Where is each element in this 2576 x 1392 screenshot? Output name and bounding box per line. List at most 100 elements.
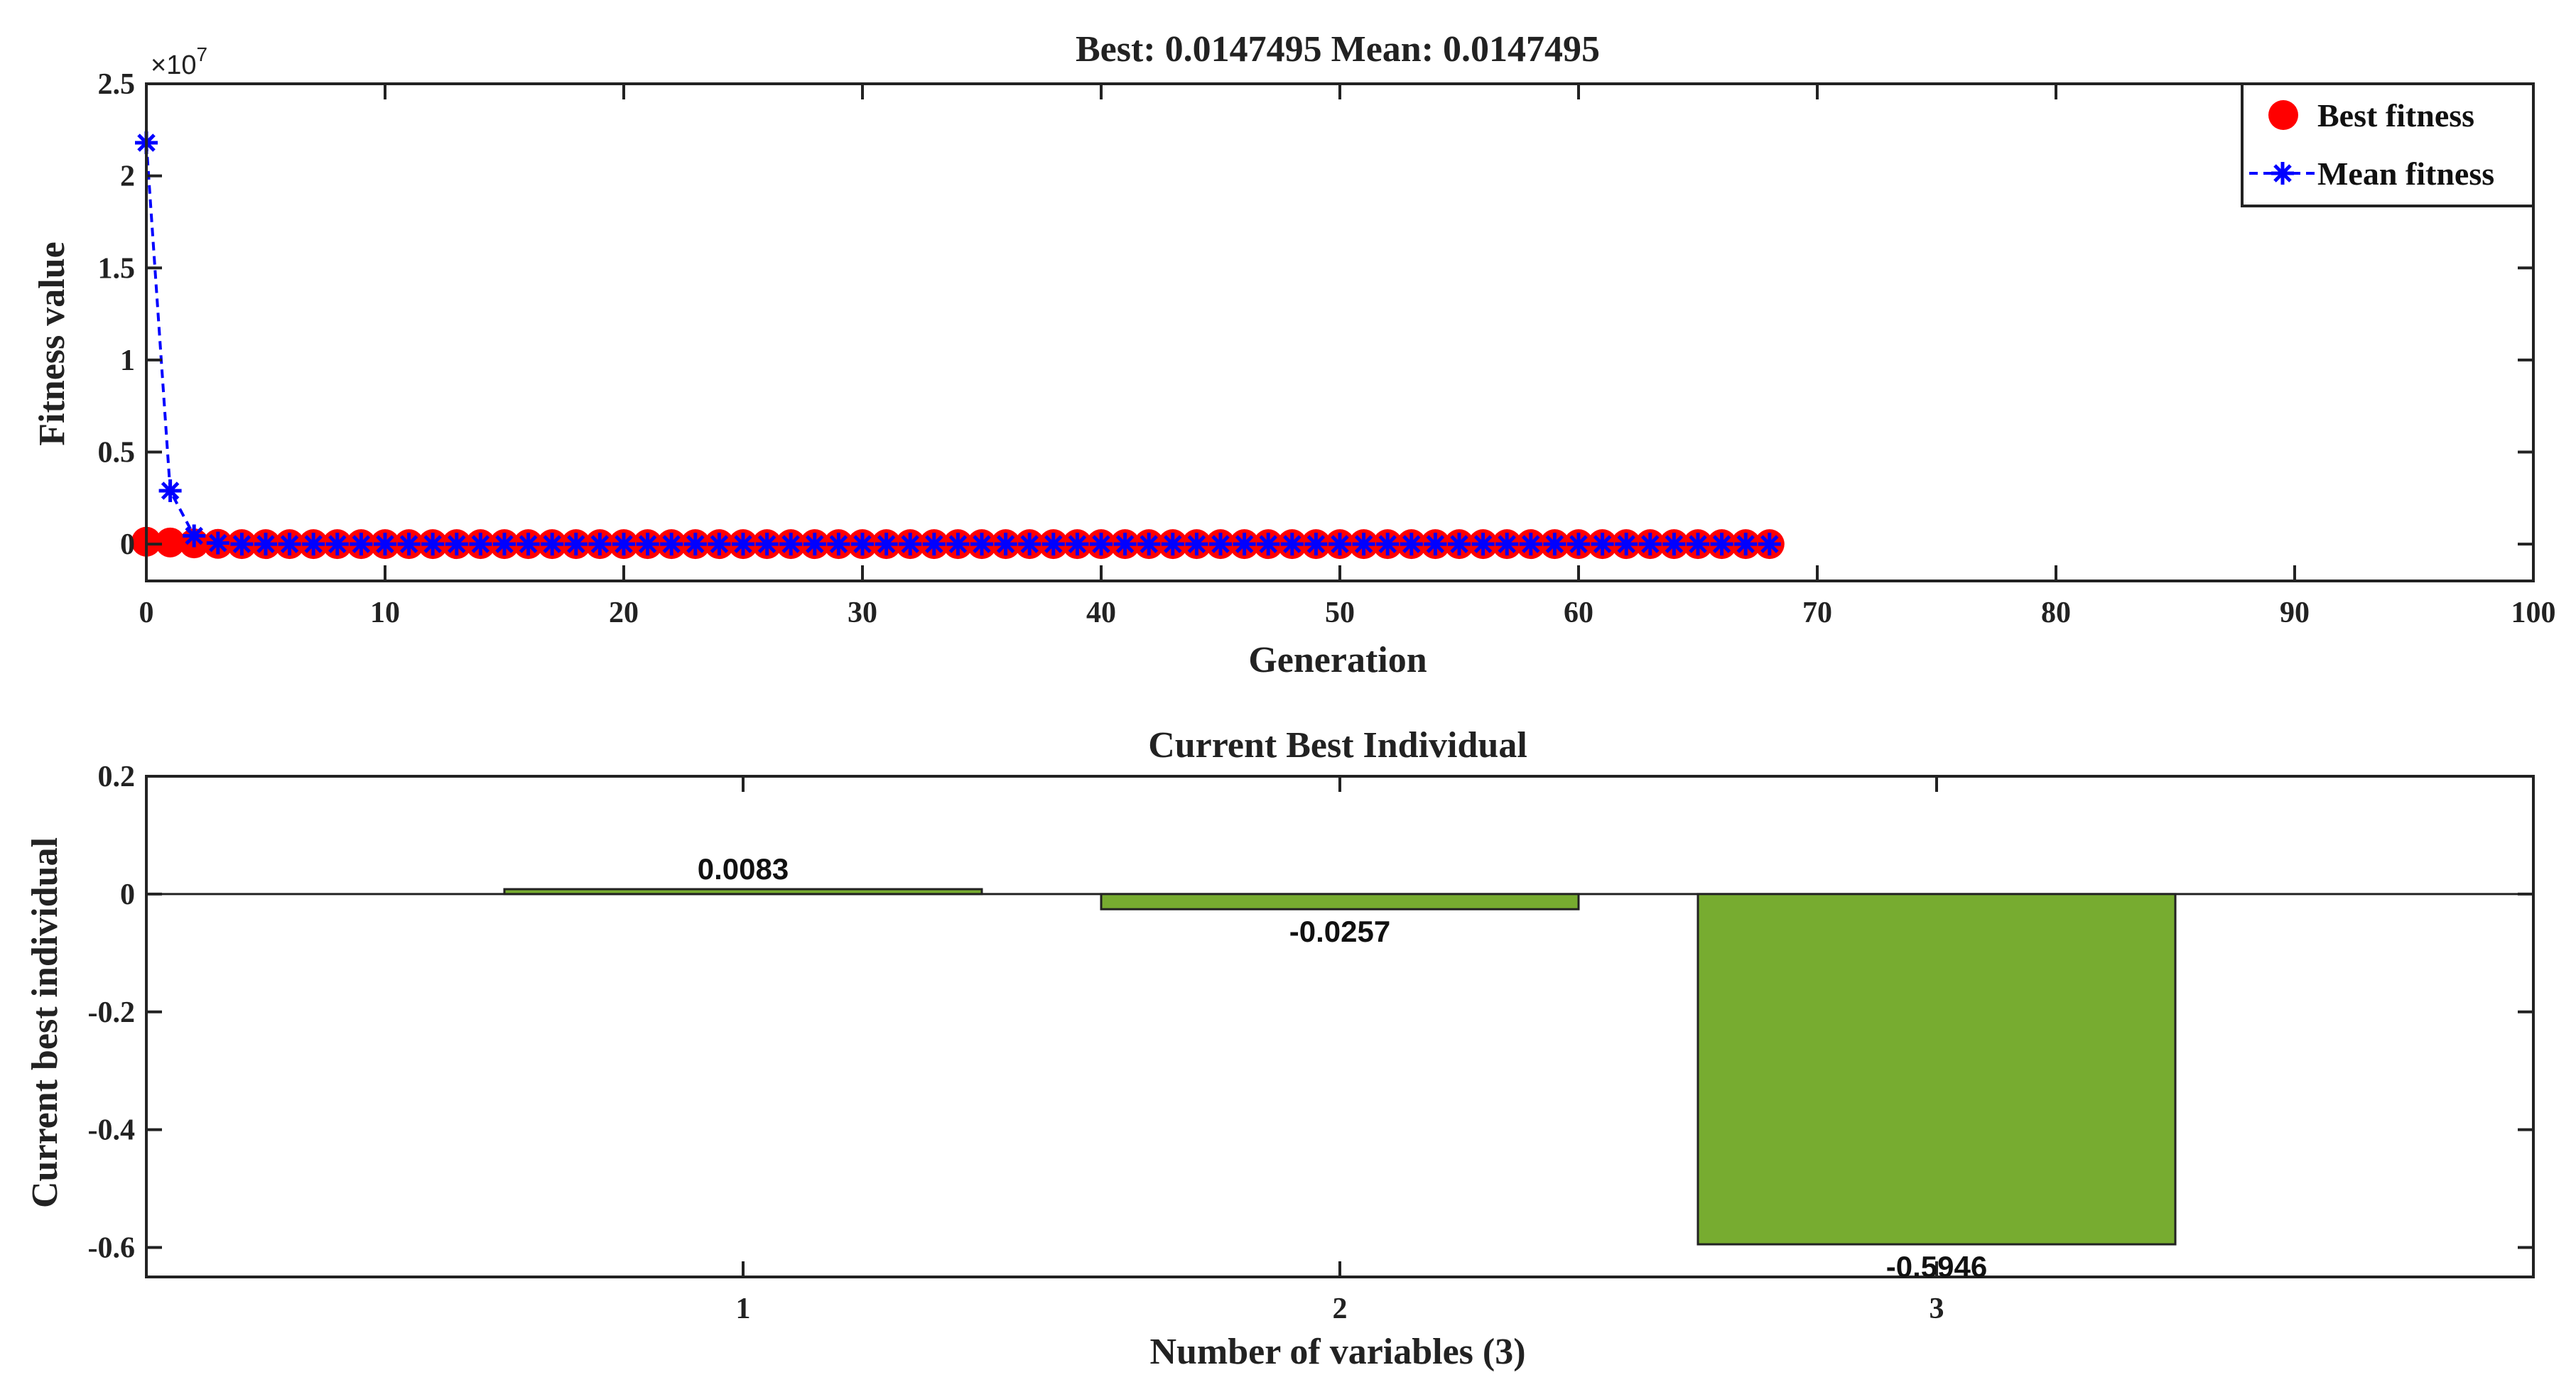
y-tick-label: 1 <box>120 344 135 377</box>
mean-fitness-point <box>1519 533 1542 556</box>
fitness-plot-y-ticks: 0 0.5 1 1.5 2 2.5 <box>98 68 2533 561</box>
mean-fitness-point <box>1328 533 1351 556</box>
bar-value-label: -0.5946 <box>1886 1250 1987 1283</box>
x-tick-label: 30 <box>848 597 877 629</box>
mean-fitness-point <box>1734 533 1758 556</box>
x-tick-label: 90 <box>2280 597 2310 629</box>
mean-fitness-point <box>612 533 635 556</box>
mean-fitness-point <box>708 533 731 556</box>
best-fitness-point <box>155 527 185 558</box>
mean-fitness-point <box>851 533 874 556</box>
legend-best-fitness-marker <box>2268 100 2298 130</box>
mean-fitness-point <box>493 533 516 556</box>
mean-fitness-point <box>516 533 540 556</box>
best-individual-y-ticks: 0.2 0 -0.2 -0.4 -0.6 <box>88 761 2533 1265</box>
y-tick-label: -0.2 <box>88 996 136 1029</box>
mean-fitness-point <box>1352 533 1375 556</box>
mean-fitness-point <box>1376 533 1400 556</box>
mean-fitness-point <box>779 533 803 556</box>
x-tick-label: 70 <box>1802 597 1832 629</box>
bar <box>503 888 983 896</box>
mean-fitness-point <box>588 533 612 556</box>
y-tick-label: 1.5 <box>98 252 136 285</box>
x-tick-label: 10 <box>370 597 400 629</box>
mean-fitness-point <box>1615 533 1638 556</box>
mean-fitness-point <box>1638 533 1662 556</box>
x-tick-label: 50 <box>1325 597 1355 629</box>
fitness-plot-x-ticks: 0 10 20 30 40 50 60 70 80 90 100 <box>139 84 2556 629</box>
mean-fitness-point <box>1448 533 1471 556</box>
mean-fitness-point <box>325 533 349 556</box>
fitness-plot: Best: 0.0147495 Mean: 0.0147495 0 10 20 30 4… <box>32 29 2556 680</box>
mean-fitness-point <box>1400 533 1423 556</box>
bar-value-label: -0.0257 <box>1289 915 1390 948</box>
fitness-plot-legend: Best fitness Mean fitness <box>2241 82 2535 207</box>
mean-fitness-point <box>1113 533 1137 556</box>
x-tick-label: 80 <box>2041 597 2071 629</box>
bar-value-label: 0.0083 <box>698 852 789 886</box>
mean-fitness-point <box>683 533 707 556</box>
best-individual-data-labels: 0.0083 -0.0257 -0.5946 <box>698 852 1987 1283</box>
mean-fitness-point <box>541 533 564 556</box>
best-individual-y-label: Current best individual <box>25 837 65 1208</box>
mean-fitness-point <box>922 533 946 556</box>
y-tick-label: 0 <box>120 879 135 911</box>
mean-fitness-point <box>1257 533 1280 556</box>
x-tick-label: 20 <box>609 597 639 629</box>
mean-fitness-point <box>1543 533 1566 556</box>
mean-fitness-point <box>660 533 683 556</box>
x-tick-label: 100 <box>2511 597 2556 629</box>
mean-fitness-point <box>1066 533 1089 556</box>
mean-fitness-point <box>350 533 373 556</box>
mean-fitness-point <box>254 533 277 556</box>
legend-mean-fitness-marker <box>2271 162 2294 185</box>
mean-fitness-point <box>1304 533 1328 556</box>
y-tick-label: 0.2 <box>98 761 136 793</box>
mean-fitness-point <box>1495 533 1519 556</box>
mean-fitness-line <box>145 142 1770 546</box>
mean-fitness-point <box>1471 533 1495 556</box>
mean-fitness-point <box>732 533 754 556</box>
x-tick-label: 2 <box>1333 1293 1348 1325</box>
mean-fitness-point <box>1137 533 1161 556</box>
mean-fitness-point <box>994 533 1017 556</box>
mean-fitness-point <box>946 533 970 556</box>
mean-fitness-point <box>1209 533 1232 556</box>
mean-fitness-point <box>803 533 826 556</box>
mean-fitness-point <box>875 533 898 556</box>
y-exponent-power: 7 <box>196 43 207 65</box>
mean-fitness-point <box>1424 533 1447 556</box>
mean-fitness-point <box>469 533 492 556</box>
bar <box>1696 893 2177 1246</box>
bar <box>1100 893 1580 910</box>
mean-fitness-series <box>145 142 1770 546</box>
mean-fitness-point <box>158 479 182 502</box>
mean-fitness-point <box>1090 533 1113 556</box>
x-tick-label: 0 <box>139 597 154 629</box>
x-tick-label: 40 <box>1086 597 1116 629</box>
legend-best-fitness-label: Best fitness <box>2317 97 2474 134</box>
y-exponent-base: ×10 <box>151 50 196 80</box>
mean-fitness-point <box>1018 533 1041 556</box>
mean-fitness-point <box>1185 533 1208 556</box>
mean-fitness-markers <box>135 131 1781 556</box>
mean-fitness-point <box>206 531 229 555</box>
x-tick-label: 1 <box>736 1293 751 1325</box>
mean-fitness-point <box>397 533 421 556</box>
mean-fitness-point <box>1041 533 1065 556</box>
mean-fitness-point <box>230 533 254 556</box>
mean-fitness-point <box>827 533 850 556</box>
mean-fitness-point <box>445 533 468 556</box>
x-tick-label: 60 <box>1564 597 1593 629</box>
mean-fitness-point <box>636 533 659 556</box>
y-tick-label: 2 <box>120 161 135 193</box>
mean-fitness-point <box>1710 533 1733 556</box>
y-tick-label: -0.6 <box>88 1232 136 1265</box>
fitness-plot-title: Best: 0.0147495 Mean: 0.0147495 <box>1076 29 1600 70</box>
fitness-plot-axes-box <box>145 82 2535 582</box>
best-individual-plot: Current Best Individual 1 2 3 0.2 0 -0.2 -0.4… <box>25 725 2535 1372</box>
y-tick-label: 0 <box>120 528 135 561</box>
mean-fitness-point <box>755 533 779 556</box>
legend-mean-fitness-label: Mean fitness <box>2317 156 2494 192</box>
y-tick-label: 0.5 <box>98 437 136 469</box>
